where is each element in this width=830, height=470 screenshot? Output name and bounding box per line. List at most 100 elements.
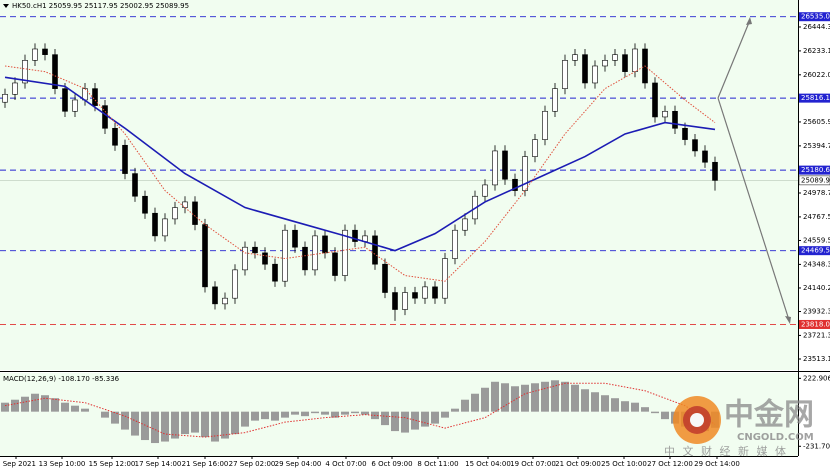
candle-body — [72, 99, 78, 112]
y-tick-label: 25394.70 — [803, 142, 830, 150]
candle-body — [302, 246, 308, 271]
candle-body — [172, 207, 178, 220]
candle-body — [462, 218, 468, 231]
watermark-logo-core — [690, 413, 704, 427]
candle-body — [22, 60, 28, 84]
candle-body — [62, 88, 68, 112]
macd-bar — [331, 411, 339, 418]
macd-bar — [51, 398, 59, 412]
macd-bar — [41, 395, 49, 412]
candle-body — [282, 229, 288, 282]
x-tick-label: 19 Oct 07:00 — [510, 460, 556, 468]
arrow-head — [785, 316, 791, 324]
y-tick-label: 24559.50 — [803, 236, 830, 244]
macd-bar — [501, 383, 509, 412]
macd-bar — [431, 411, 439, 424]
x-tick-label: 15 Oct 04:00 — [465, 460, 511, 468]
macd-bar — [301, 411, 309, 417]
macd-bar — [531, 383, 539, 412]
x-tick-label: 4 Oct 07:00 — [325, 460, 366, 468]
macd-bar — [621, 401, 629, 412]
candle-body — [112, 127, 118, 146]
macd-bar — [611, 398, 619, 412]
x-tick-label: 13 Sep 10:00 — [39, 460, 86, 468]
macd-bar — [651, 411, 659, 414]
level-box — [799, 93, 830, 103]
macd-bar — [261, 411, 269, 420]
macd-bar — [581, 389, 589, 412]
candle-body — [332, 252, 338, 276]
x-tick-label: 6 Oct 09:00 — [371, 460, 412, 468]
candle-body — [242, 246, 248, 271]
macd-bar — [411, 411, 419, 430]
candle-body — [132, 173, 138, 197]
x-tick-label: 21 Sep 16:00 — [182, 460, 229, 468]
macd-bar — [221, 411, 229, 439]
macd-bar — [1, 402, 9, 412]
watermark-name: 中金网 — [724, 398, 814, 433]
level-label: 26535.00 — [801, 13, 830, 21]
current-price-box — [798, 175, 830, 186]
macd-y-tick-label: -231.706 — [803, 442, 830, 450]
candle-body — [272, 263, 278, 282]
macd-bar — [231, 411, 239, 435]
candle-body — [122, 144, 128, 174]
candle-body — [232, 269, 238, 299]
symbol-arrow — [3, 4, 9, 8]
candle-body — [632, 48, 638, 72]
macd-bar — [571, 384, 579, 412]
candle-body — [382, 263, 388, 293]
arrow-up — [717, 19, 751, 99]
candle-body — [572, 54, 578, 61]
candle-body — [552, 88, 558, 112]
moving-average — [4, 65, 716, 282]
macd-bar — [591, 392, 599, 412]
macd-bar — [21, 396, 29, 412]
macd-bar — [661, 411, 669, 420]
x-tick-label: 27 Oct 12:00 — [647, 460, 693, 468]
candle-body — [562, 60, 568, 89]
candle-body — [532, 139, 538, 157]
macd-bar — [191, 411, 199, 433]
candle-body — [142, 195, 148, 214]
level-label: 23818.00 — [801, 320, 830, 328]
candle-body — [322, 235, 328, 254]
macd-bar — [551, 380, 559, 412]
candle-body — [32, 48, 38, 61]
macd-bar — [81, 408, 89, 412]
candle-body — [292, 229, 298, 248]
macd-bar — [311, 411, 319, 414]
macd-bar — [251, 411, 259, 421]
candle-body — [442, 258, 448, 299]
candle-body — [602, 60, 608, 67]
macd-bar — [521, 384, 529, 412]
candle-body — [702, 150, 708, 163]
candle-body — [152, 212, 158, 237]
y-tick-label: 23513.10 — [803, 355, 830, 363]
macd-bar — [441, 411, 449, 418]
y-tick-label: 25605.90 — [803, 118, 830, 126]
y-tick-label: 26022.00 — [803, 71, 830, 79]
macd-bar — [61, 402, 69, 412]
arrow-down — [717, 97, 790, 321]
macd-bar — [161, 411, 169, 442]
macd-bar — [111, 411, 119, 424]
macd-bar — [211, 411, 219, 442]
candle-body — [402, 292, 408, 310]
macd-bar — [171, 411, 179, 439]
macd-label: MACD(12,26,9) -108.170 -85.336 — [3, 375, 120, 383]
macd-bar — [361, 411, 369, 415]
price-pane — [0, 0, 798, 370]
y-tick-label: 23721.30 — [803, 331, 830, 339]
macd-bar — [141, 411, 149, 441]
candle-body — [692, 139, 698, 152]
candle-body — [672, 110, 678, 129]
projection-arrows — [717, 17, 791, 324]
watermark: 中金网 CNGOLD.COM 中 文 财 经 新 媒 体 — [664, 396, 814, 458]
y-tick-label: 24978.70 — [803, 189, 830, 197]
macd-bar — [321, 411, 329, 415]
candle-body — [422, 286, 428, 299]
y-tick-label: 24140.20 — [803, 284, 830, 292]
candle-body — [162, 218, 168, 237]
x-tick-label: 17 Sep 14:00 — [135, 460, 182, 468]
